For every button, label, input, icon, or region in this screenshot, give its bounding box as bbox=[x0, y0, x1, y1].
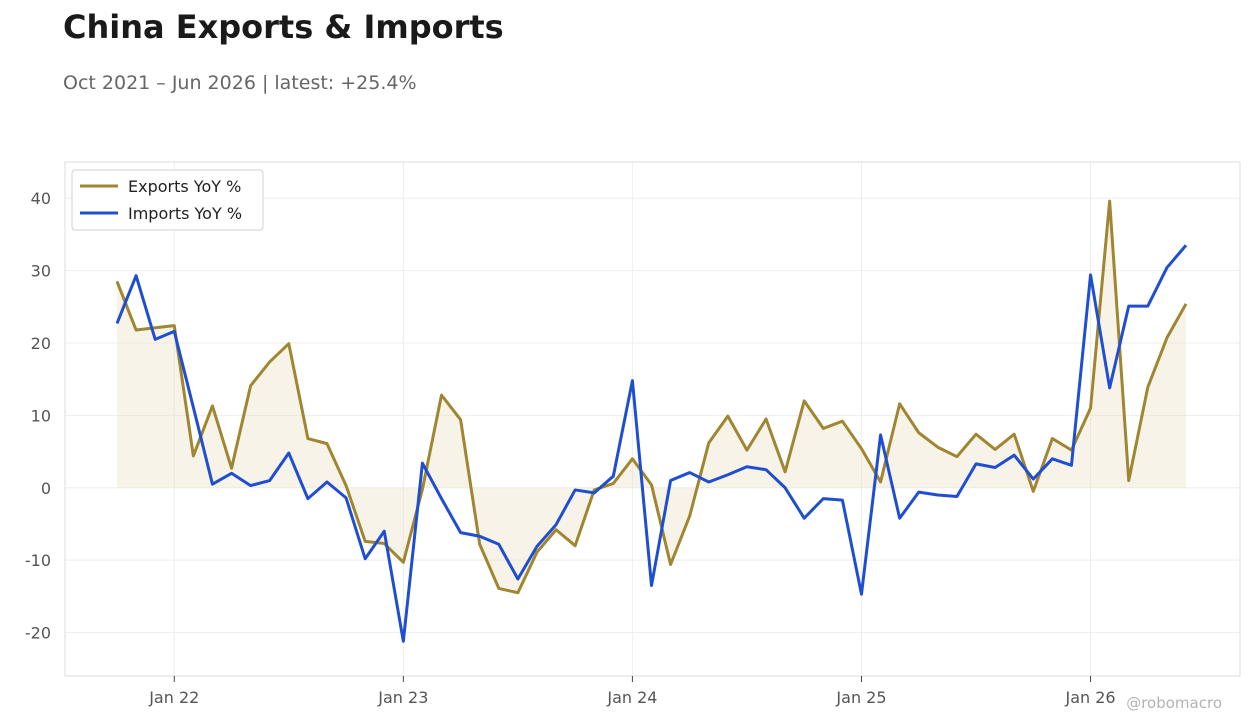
grid-layer bbox=[65, 162, 1240, 676]
y-tick-label: 20 bbox=[31, 334, 51, 353]
area-layer bbox=[117, 201, 1186, 593]
legend-label-imports: Imports YoY % bbox=[128, 204, 242, 223]
imports-line bbox=[115, 244, 1188, 643]
line-layer bbox=[115, 199, 1188, 643]
exports-shaded-area bbox=[117, 201, 1186, 593]
chart-title: China Exports & Imports bbox=[63, 8, 504, 46]
legend: Exports YoY % Imports YoY % bbox=[71, 169, 264, 231]
y-tick-label: 40 bbox=[31, 189, 51, 208]
y-tick-label: 30 bbox=[31, 262, 51, 281]
chart-subtitle: Oct 2021 – Jun 2026 | latest: +25.4% bbox=[63, 72, 417, 94]
x-tick-label: Jan 22 bbox=[148, 688, 199, 707]
x-tick-label: Jan 23 bbox=[377, 688, 428, 707]
plot-frame bbox=[64, 161, 1241, 677]
x-tick-label: Jan 25 bbox=[835, 688, 886, 707]
legend-label-exports: Exports YoY % bbox=[128, 177, 241, 196]
y-tick-label: 0 bbox=[41, 479, 51, 498]
x-tick-label: Jan 26 bbox=[1064, 688, 1115, 707]
y-axis: -20 -10 0 10 20 30 40 bbox=[25, 189, 51, 642]
legend-box bbox=[71, 169, 264, 231]
exports-line bbox=[115, 199, 1188, 595]
watermark: @robomacro bbox=[1126, 694, 1222, 712]
y-tick-label: -20 bbox=[25, 624, 51, 643]
y-tick-label: 10 bbox=[31, 406, 51, 425]
x-tick-label: Jan 24 bbox=[606, 688, 657, 707]
x-axis: Jan 22 Jan 23 Jan 24 Jan 25 Jan 26 bbox=[148, 676, 1116, 707]
y-tick-label: -10 bbox=[25, 551, 51, 570]
